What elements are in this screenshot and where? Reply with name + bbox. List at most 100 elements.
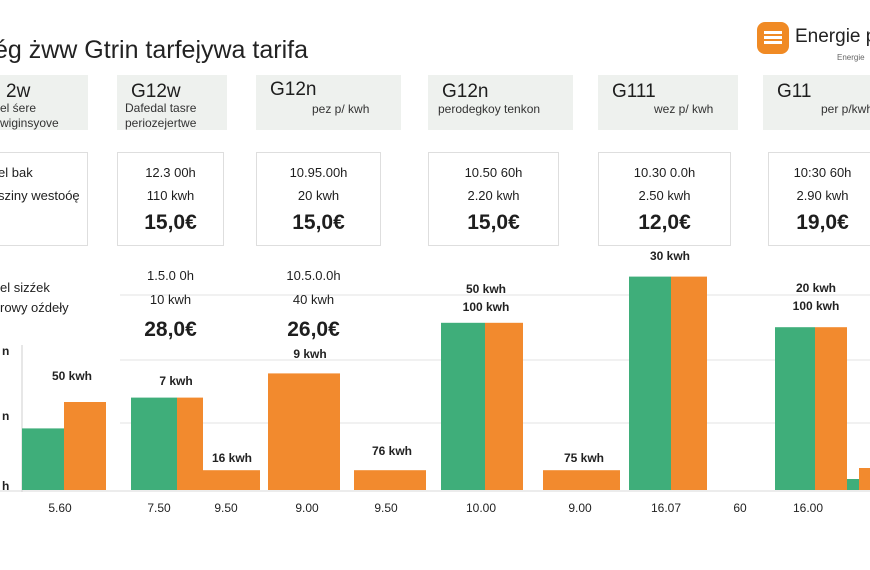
cell-price: 15,0€ xyxy=(144,211,197,234)
x-tick-label: 9.50 xyxy=(374,501,398,515)
x-tick-label: 9.00 xyxy=(568,501,592,515)
row-label-line2: rowy oźdeły xyxy=(0,300,69,315)
cell-time: 10:30 60h xyxy=(793,165,852,180)
tier2-cell: 1.5.0 0h 10 kwh 28,0€ xyxy=(117,265,224,345)
tariff-unit: wez p/ kwh xyxy=(654,102,714,116)
price-cell: 10.50 60h 2.20 kwh 15,0€ xyxy=(428,152,559,246)
bar-orange xyxy=(354,470,426,490)
tier2-cell: 10.5.0.0h 40 kwh 26,0€ xyxy=(256,265,371,345)
row-label-2: el sizźek rowy oźdeły xyxy=(0,278,69,318)
bar-green xyxy=(131,397,177,490)
data-label: 7 kwh xyxy=(159,374,192,388)
price-cell: 12.3 00h 110 kwh 15,0€ xyxy=(117,152,224,246)
cell-price: 19,0€ xyxy=(796,211,849,234)
tariff-desc-line2: periozejertwe xyxy=(125,116,197,130)
cell-price: 12,0€ xyxy=(638,211,691,234)
brand-subtitle: Energie xyxy=(837,53,865,62)
tier2-time: 1.5.0 0h xyxy=(147,268,194,283)
tier2-time: 10.5.0.0h xyxy=(286,268,341,283)
cell-kwh: 20 kwh xyxy=(297,188,340,203)
tariff-unit: perodegkoy tenkon xyxy=(438,102,541,116)
cell-kwh: 2.90 kwh xyxy=(796,188,849,203)
bar-green xyxy=(441,322,485,490)
cell-kwh: 110 kwh xyxy=(146,188,195,203)
x-tick-label: 9.00 xyxy=(295,501,319,515)
x-tick-label: 16.00 xyxy=(793,501,823,515)
tariff-code: G12n xyxy=(442,81,489,102)
bar-orange xyxy=(543,470,620,490)
y-tick-label: n xyxy=(2,409,9,423)
price-cell: 10:30 60h 2.90 kwh 19,0€ xyxy=(768,152,870,246)
tariff-header-2: G12n pez p/ kwh xyxy=(256,75,401,130)
cell-kwh: 2.50 kwh xyxy=(638,188,691,203)
tier2-price: 28,0€ xyxy=(144,318,197,341)
x-tick-label: 16.07 xyxy=(651,501,681,515)
bar-orange xyxy=(485,322,523,490)
tariff-header-1: G12w Dafedal tasre periozejertwe xyxy=(117,75,227,130)
x-tick-label: 9.50 xyxy=(214,501,238,515)
tariff-code: G11 xyxy=(777,81,812,102)
tariff-code: 2w xyxy=(6,81,31,102)
bar-orange xyxy=(268,373,340,490)
bar-green xyxy=(629,276,671,490)
data-label: 20 kwh xyxy=(796,281,836,295)
price-cell: 10.30 0.0h 2.50 kwh 12,0€ xyxy=(598,152,731,246)
cell-time: 10.95.00h xyxy=(289,165,348,180)
tariff-header-5: G11 per p/kwh xyxy=(763,75,870,130)
bar-green xyxy=(22,428,64,490)
x-tick-label: 60 xyxy=(733,501,747,515)
row-label-cell: el bak sziny westoóę xyxy=(0,152,88,246)
x-tick-label: 5.60 xyxy=(48,501,72,515)
bar-orange xyxy=(671,276,707,490)
row-label-line1: el bak xyxy=(0,165,33,180)
tariff-header-3: G12n perodegkoy tenkon xyxy=(428,75,573,130)
tier2-price: 26,0€ xyxy=(287,318,340,341)
tariff-header-4: G111 wez p/ kwh xyxy=(598,75,738,130)
tariff-desc: Dafedal tasre periozejertwe xyxy=(125,101,196,130)
tariff-header-0: 2w el śere wiginsyove xyxy=(0,75,88,130)
price-cell: 10.95.00h 20 kwh 15,0€ xyxy=(256,152,381,246)
chart-title: ég żww Gtrin tarfeįywa tarifa xyxy=(0,36,308,64)
tier2-kwh: 10 kwh xyxy=(149,292,192,307)
bar-orange xyxy=(815,327,847,490)
tariff-unit: pez p/ kwh xyxy=(312,102,370,116)
data-label: 100 kwh xyxy=(463,300,510,314)
cell-kwh: 2.20 kwh xyxy=(467,188,520,203)
row-label-line2: sziny westoóę xyxy=(0,188,80,203)
y-tick-label: h xyxy=(2,479,9,493)
row-label-line1: el sizźek xyxy=(0,280,50,295)
cell-price: 15,0€ xyxy=(292,211,345,234)
brand-name: Energie p xyxy=(795,26,870,47)
tariff-desc-line1: Dafedal tasre xyxy=(125,101,197,115)
data-label: 50 kwh xyxy=(52,369,92,383)
x-tick-label: 7.50 xyxy=(147,501,171,515)
y-tick-label: n xyxy=(2,344,9,358)
bar-green xyxy=(847,479,859,490)
data-label: 16 kwh xyxy=(212,451,252,465)
data-label: 100 kwh xyxy=(793,299,840,313)
tariff-code: G12w xyxy=(131,81,181,102)
tariff-desc: el śere wiginsyove xyxy=(0,101,59,130)
bar-orange xyxy=(190,470,260,490)
tariff-desc-line2: wiginsyove xyxy=(0,116,59,130)
x-tick-label: 10.00 xyxy=(466,501,496,515)
tariff-unit: per p/kwh xyxy=(821,102,870,116)
data-label: 30 kwh xyxy=(650,249,690,263)
data-label: 76 kwh xyxy=(372,444,412,458)
cell-time: 10.50 60h xyxy=(464,165,523,180)
bar-orange xyxy=(64,402,106,490)
cell-time: 12.3 00h xyxy=(145,165,196,180)
bar-orange xyxy=(859,468,870,490)
bar-green xyxy=(775,327,815,490)
data-label: 75 kwh xyxy=(564,451,604,465)
brand-icon xyxy=(757,22,789,54)
data-label: 50 kwh xyxy=(466,282,506,296)
cell-time: 10.30 0.0h xyxy=(633,165,696,180)
tariff-code: G12n xyxy=(270,79,317,100)
tariff-desc-line1: el śere xyxy=(0,101,37,115)
brand-logo-block: Energie p Energie xyxy=(757,22,870,72)
data-label: 9 kwh xyxy=(293,347,326,361)
tariff-code: G111 xyxy=(612,81,656,102)
cell-price: 15,0€ xyxy=(467,211,520,234)
